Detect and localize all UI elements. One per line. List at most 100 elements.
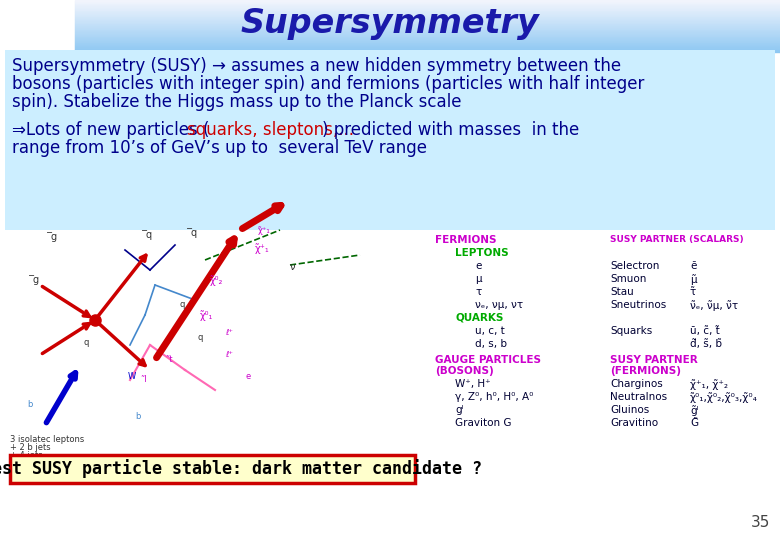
Text: τ: τ xyxy=(475,287,481,297)
Text: μ: μ xyxy=(475,274,481,284)
Bar xyxy=(75,16,780,17)
Text: gᴵ: gᴵ xyxy=(455,405,463,415)
Bar xyxy=(75,42,780,43)
Text: + Eᵀᵐˢₛ: + Eᵀᵐˢₛ xyxy=(10,459,40,468)
Bar xyxy=(75,22,780,23)
Bar xyxy=(75,43,780,44)
Text: q: q xyxy=(198,333,204,342)
Bar xyxy=(75,11,780,12)
Text: q: q xyxy=(180,300,186,309)
Text: Neutralnos: Neutralnos xyxy=(610,392,667,402)
Text: χ̃⁺₁, χ̃⁺₂: χ̃⁺₁, χ̃⁺₂ xyxy=(690,379,728,390)
Text: χ̃⁺₁: χ̃⁺₁ xyxy=(258,226,271,235)
Bar xyxy=(75,4,780,5)
Bar xyxy=(75,40,780,42)
Bar xyxy=(75,3,780,4)
Text: Gluinos: Gluinos xyxy=(610,405,649,415)
Text: 3 isolatec leptons: 3 isolatec leptons xyxy=(10,435,84,444)
Text: b: b xyxy=(135,412,140,421)
Text: Lightest SUSY particle stable: dark matter candidate ?: Lightest SUSY particle stable: dark matt… xyxy=(0,460,483,478)
Bar xyxy=(75,51,780,52)
Bar xyxy=(75,0,780,1)
Text: W: W xyxy=(128,372,136,381)
Text: χ̃⁰₂: χ̃⁰₂ xyxy=(210,275,223,286)
Bar xyxy=(75,21,780,22)
Bar xyxy=(75,17,780,18)
Text: FERMIONS: FERMIONS xyxy=(435,235,497,245)
Text: b: b xyxy=(27,400,33,409)
Text: τ̃: τ̃ xyxy=(690,287,697,297)
Text: Supersymmetry: Supersymmetry xyxy=(240,8,540,40)
Bar xyxy=(75,19,780,20)
Text: ˜t: ˜t xyxy=(165,355,172,364)
Bar xyxy=(75,33,780,34)
Bar xyxy=(75,10,780,11)
Bar xyxy=(75,12,780,13)
Bar xyxy=(75,38,780,39)
Bar xyxy=(75,37,780,38)
Text: ⇒Lots of new particles (: ⇒Lots of new particles ( xyxy=(12,121,209,139)
Text: (BOSONS): (BOSONS) xyxy=(435,366,494,376)
Text: range from 10’s of GeV’s up to  several TeV range: range from 10’s of GeV’s up to several T… xyxy=(12,139,427,157)
Text: ˜l: ˜l xyxy=(140,375,147,384)
Text: e: e xyxy=(245,372,250,381)
Text: ẽ: ẽ xyxy=(690,261,697,271)
Text: + 2 b jets: + 2 b jets xyxy=(10,443,51,452)
Bar xyxy=(75,47,780,48)
Text: χ̃⁺₁: χ̃⁺₁ xyxy=(255,243,270,254)
Text: ) predicted with masses  in the: ) predicted with masses in the xyxy=(322,121,580,139)
Text: ̅q: ̅q xyxy=(192,228,198,238)
Bar xyxy=(75,32,780,33)
Text: Gravitino: Gravitino xyxy=(610,418,658,428)
Text: Stau: Stau xyxy=(610,287,633,297)
Bar xyxy=(75,1,780,2)
Bar xyxy=(75,29,780,30)
Bar xyxy=(75,8,780,9)
Text: (FERMIONS): (FERMIONS) xyxy=(610,366,681,376)
Bar xyxy=(75,44,780,45)
Bar xyxy=(75,13,780,14)
Text: q: q xyxy=(83,338,88,347)
Bar xyxy=(75,48,780,49)
Bar xyxy=(75,9,780,10)
Text: χ̃⁰₁,χ̃⁰₂,χ̃⁰₃,χ̃⁰₄: χ̃⁰₁,χ̃⁰₂,χ̃⁰₃,χ̃⁰₄ xyxy=(690,392,758,403)
Text: Squarks: Squarks xyxy=(610,326,652,336)
Text: 35: 35 xyxy=(750,515,770,530)
Text: ̅q: ̅q xyxy=(147,230,153,240)
Text: Sneutrinos: Sneutrinos xyxy=(610,300,666,310)
Text: Smuon: Smuon xyxy=(610,274,647,284)
Bar xyxy=(75,30,780,31)
Text: SUSY PARTNER (SCALARS): SUSY PARTNER (SCALARS) xyxy=(610,235,743,244)
Text: ̅g: ̅g xyxy=(34,275,40,285)
Text: Supersymmetry (SUSY) → assumes a new hidden symmetry between the: Supersymmetry (SUSY) → assumes a new hid… xyxy=(12,57,621,75)
Bar xyxy=(75,39,780,40)
Text: Charginos: Charginos xyxy=(610,379,663,389)
Text: e: e xyxy=(475,261,481,271)
Bar xyxy=(75,25,780,26)
Text: d̃, s̃, b̃: d̃, s̃, b̃ xyxy=(690,339,722,349)
Bar xyxy=(75,35,780,36)
Text: spin). Stabelize the Higgs mass up to the Planck scale: spin). Stabelize the Higgs mass up to th… xyxy=(12,93,462,111)
Bar xyxy=(75,7,780,8)
Text: GAUGE PARTICLES: GAUGE PARTICLES xyxy=(435,355,541,365)
Text: g̃ᴵ: g̃ᴵ xyxy=(690,405,699,416)
Bar xyxy=(75,20,780,21)
Bar xyxy=(75,18,780,19)
Text: SUSY PARTNER: SUSY PARTNER xyxy=(610,355,698,365)
Text: γ, Z⁰, h⁰, H⁰, A⁰: γ, Z⁰, h⁰, H⁰, A⁰ xyxy=(455,392,534,402)
Bar xyxy=(75,50,780,51)
Bar xyxy=(75,28,780,29)
Text: G̃: G̃ xyxy=(690,418,698,428)
Text: ℓ⁺: ℓ⁺ xyxy=(225,328,233,337)
Bar xyxy=(75,34,780,35)
Text: LEPTONS: LEPTONS xyxy=(455,248,509,258)
Bar xyxy=(75,31,780,32)
Text: ℓ⁺: ℓ⁺ xyxy=(225,350,233,359)
Text: Graviton G: Graviton G xyxy=(455,418,512,428)
Bar xyxy=(75,27,780,28)
Bar xyxy=(5,50,775,230)
Text: W⁺, H⁺: W⁺, H⁺ xyxy=(455,379,491,389)
Bar xyxy=(75,2,780,3)
Text: μ̃: μ̃ xyxy=(690,274,697,285)
Text: Selectron: Selectron xyxy=(610,261,659,271)
